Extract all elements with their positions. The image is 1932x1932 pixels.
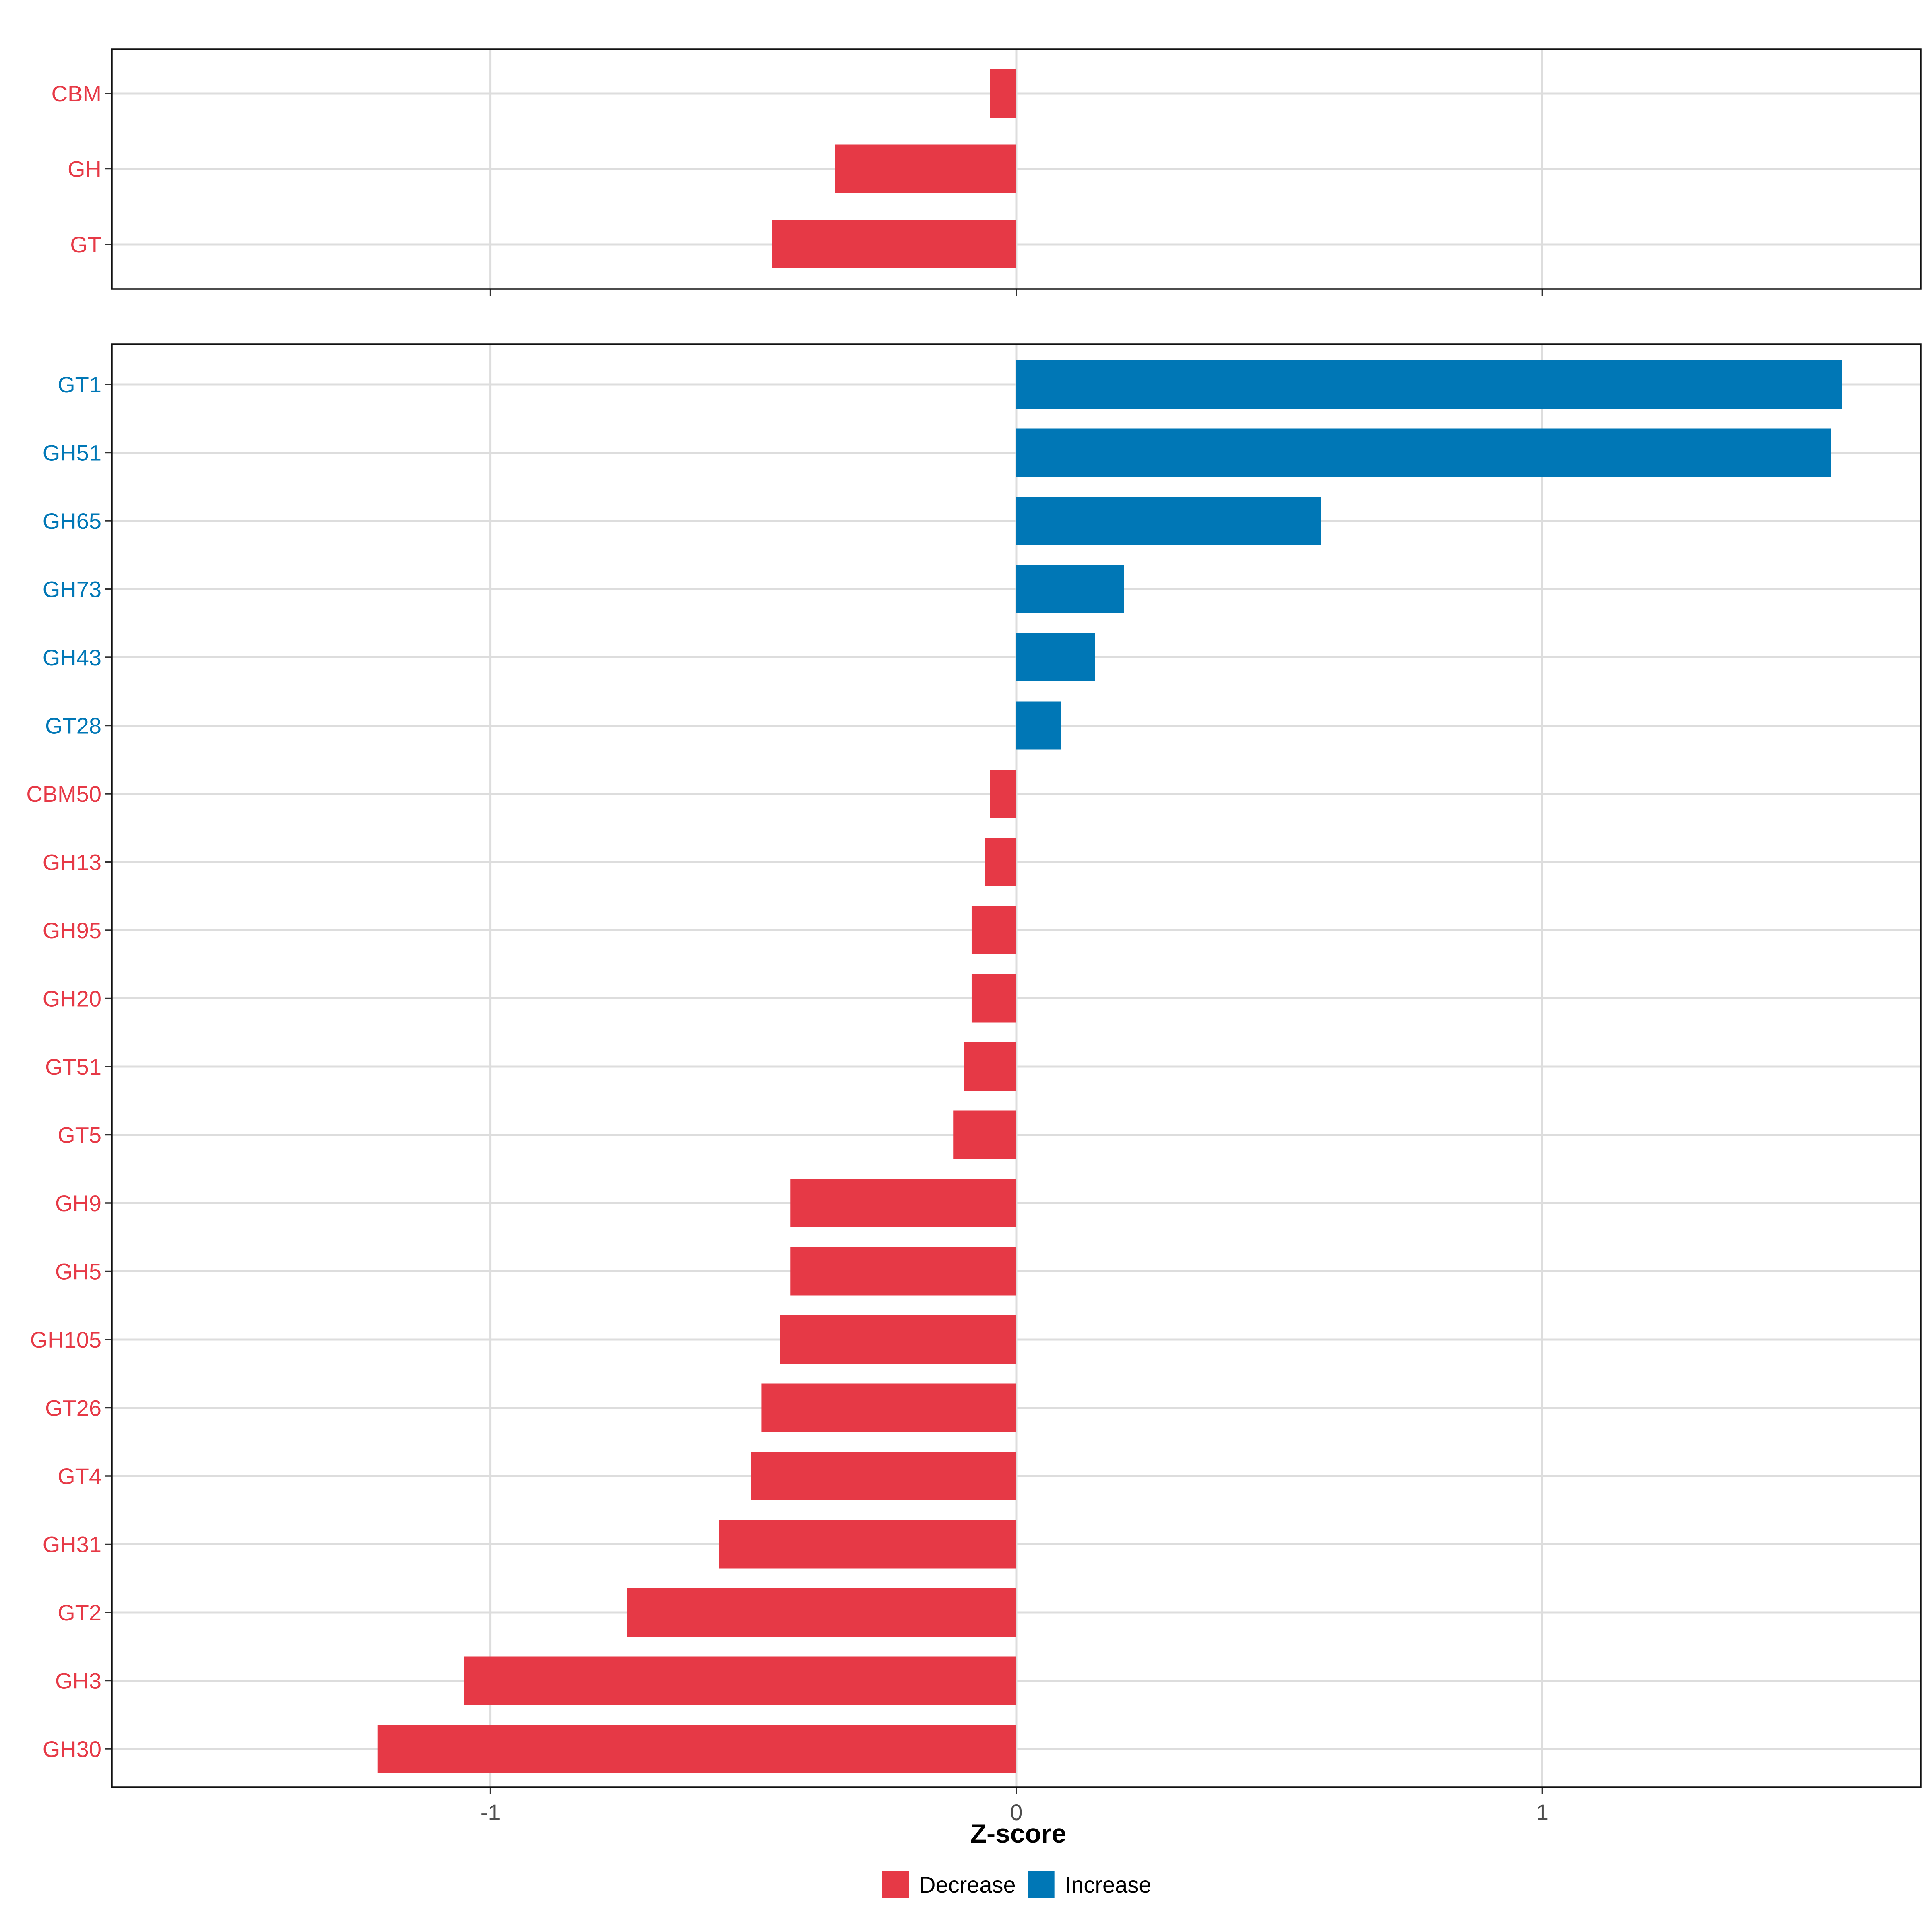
bottom-panel: GT1 GH51 GH65 GH73 GH43 GT28 CBM50 GH13 GH95 GH20… [26,343,1922,1794]
bar-gh105 [780,1315,1016,1364]
legend-label-decrease: Decrease [919,1872,1016,1897]
bar-gh51 [1016,428,1831,477]
bar-gh30 [377,1725,1016,1773]
bar-gh20 [971,974,1016,1023]
y-tick-label-gh: GH [68,157,101,182]
bar-cbm [990,69,1016,118]
y-tick-label-gt51: GT51 [45,1054,101,1080]
legend: Decrease Increase [882,1871,1151,1898]
bar-gt28 [1016,701,1061,750]
y-tick-label-gh30: GH30 [43,1736,101,1762]
bar-gh43 [1016,633,1095,681]
y-tick-label-gt28: GT28 [45,713,101,739]
y-tick-label-cbm: CBM [52,81,101,106]
bar-gt [772,220,1016,268]
y-tick-label-gh51: GH51 [43,440,101,466]
y-tick-label-gt26: GT26 [45,1395,101,1421]
y-tick-label-gh3: GH3 [55,1668,101,1694]
y-tick-label-gh5: GH5 [55,1259,101,1284]
bar-cbm50 [990,770,1016,818]
bar-gh65 [1016,497,1321,545]
bar-gh [835,144,1016,193]
panel-frame [111,48,1922,290]
y-tick-label-gh65: GH65 [43,508,101,534]
bar-gh31 [719,1520,1016,1569]
y-tick-label-gh73: GH73 [43,577,101,602]
y-tick-label-gt1: GT1 [58,372,101,397]
bar-gh73 [1016,565,1124,613]
bar-gt51 [964,1042,1016,1091]
x-tick-label: 1 [1536,1800,1548,1825]
bar-gh13 [985,838,1016,886]
y-tick-label-gt4: GT4 [58,1463,101,1489]
legend-label-increase: Increase [1065,1872,1152,1897]
bar-gh5 [790,1247,1016,1296]
y-tick-label-gh13: GH13 [43,850,101,875]
y-tick-label-gh20: GH20 [43,986,101,1011]
bar-gh95 [971,906,1016,954]
bar-gh9 [790,1179,1016,1227]
y-tick-label-gt2: GT2 [58,1600,101,1625]
top-panel: CBM GH GT [52,48,1922,296]
panel-frame [111,343,1922,1788]
legend-key-decrease [882,1871,909,1898]
bar-gt4 [751,1452,1016,1500]
x-tick-label: -1 [481,1800,501,1825]
y-tick-label-gt5: GT5 [58,1123,101,1148]
bar-gh3 [464,1656,1016,1705]
bar-gt1 [1016,360,1842,409]
legend-key-increase [1028,1871,1055,1898]
y-tick-label-cbm50: CBM50 [26,781,101,807]
y-tick-label-gh9: GH9 [55,1191,101,1216]
bar-gt2 [627,1588,1016,1637]
bar-gt26 [761,1383,1016,1432]
y-tick-label-gh105: GH105 [30,1327,101,1352]
x-axis-title: Z-score [970,1818,1066,1848]
y-tick-label-gh43: GH43 [43,645,101,670]
y-tick-label-gh95: GH95 [43,918,101,943]
bar-gt5 [953,1110,1016,1159]
x-axis: -1 0 1 [481,1800,1548,1825]
x-tick-label: 0 [1010,1800,1022,1825]
y-tick-label-gh31: GH31 [43,1532,101,1557]
y-tick-label-gt: GT [70,232,101,257]
